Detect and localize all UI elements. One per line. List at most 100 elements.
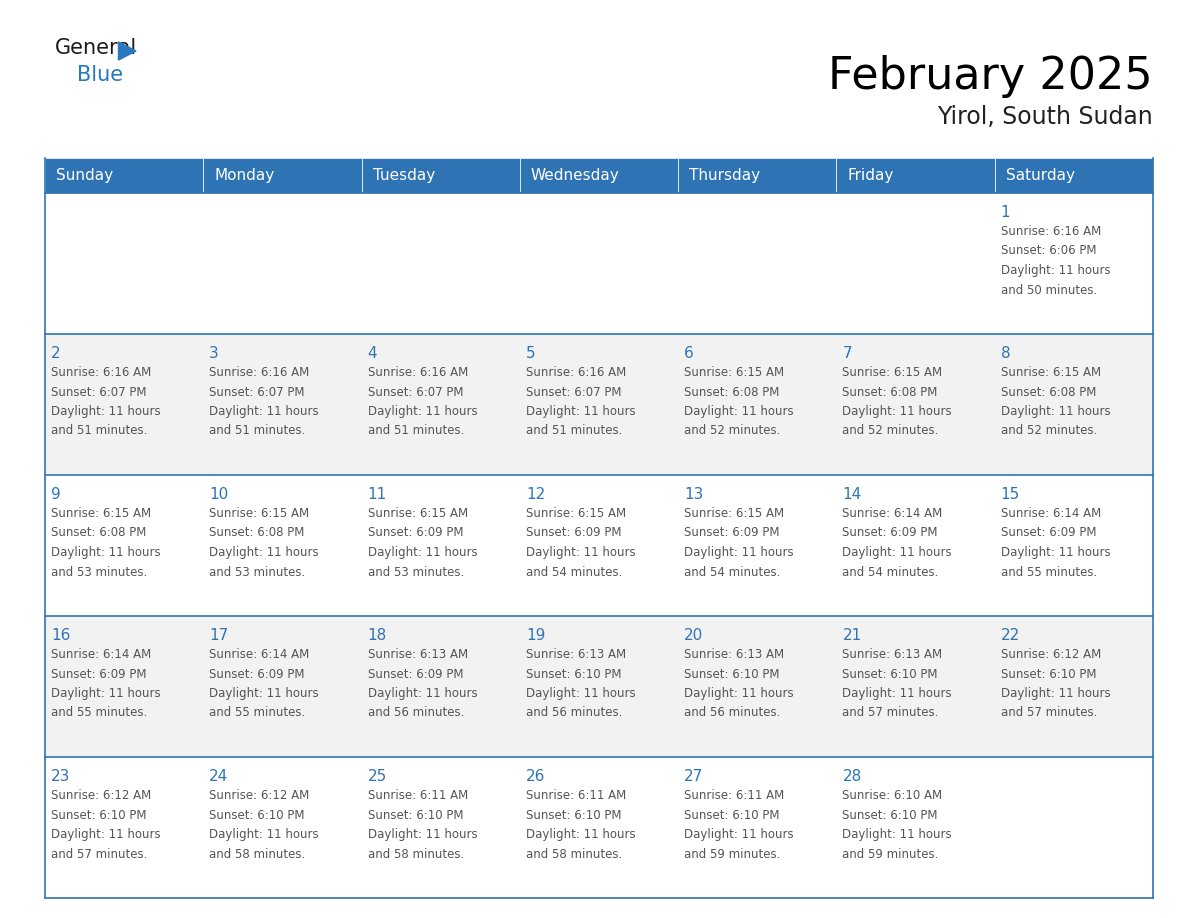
Text: Daylight: 11 hours: Daylight: 11 hours — [367, 687, 478, 700]
Text: 24: 24 — [209, 769, 228, 784]
Text: Sunrise: 6:12 AM: Sunrise: 6:12 AM — [209, 789, 310, 802]
Text: Sunset: 6:07 PM: Sunset: 6:07 PM — [209, 386, 305, 398]
Text: Daylight: 11 hours: Daylight: 11 hours — [367, 546, 478, 559]
Text: 21: 21 — [842, 628, 861, 643]
Text: 17: 17 — [209, 628, 228, 643]
Text: Sunset: 6:10 PM: Sunset: 6:10 PM — [367, 809, 463, 822]
Text: Sunset: 6:09 PM: Sunset: 6:09 PM — [209, 667, 305, 680]
Text: Sunset: 6:07 PM: Sunset: 6:07 PM — [51, 386, 146, 398]
Text: Sunrise: 6:11 AM: Sunrise: 6:11 AM — [684, 789, 784, 802]
Text: Daylight: 11 hours: Daylight: 11 hours — [209, 546, 318, 559]
Text: Daylight: 11 hours: Daylight: 11 hours — [842, 546, 952, 559]
Text: Daylight: 11 hours: Daylight: 11 hours — [209, 687, 318, 700]
Text: and 54 minutes.: and 54 minutes. — [526, 565, 623, 578]
Text: Sunrise: 6:11 AM: Sunrise: 6:11 AM — [526, 789, 626, 802]
Text: 2: 2 — [51, 346, 61, 361]
Bar — [520, 158, 678, 193]
Text: Daylight: 11 hours: Daylight: 11 hours — [51, 828, 160, 841]
Text: Daylight: 11 hours: Daylight: 11 hours — [51, 687, 160, 700]
Text: Sunrise: 6:16 AM: Sunrise: 6:16 AM — [209, 366, 310, 379]
Text: and 58 minutes.: and 58 minutes. — [367, 847, 463, 860]
Text: Daylight: 11 hours: Daylight: 11 hours — [684, 405, 794, 418]
Text: Sunset: 6:08 PM: Sunset: 6:08 PM — [684, 386, 779, 398]
Text: Daylight: 11 hours: Daylight: 11 hours — [684, 828, 794, 841]
Text: Tuesday: Tuesday — [373, 168, 435, 183]
Text: Sunset: 6:10 PM: Sunset: 6:10 PM — [1000, 667, 1097, 680]
Text: Daylight: 11 hours: Daylight: 11 hours — [367, 405, 478, 418]
Text: Sunrise: 6:15 AM: Sunrise: 6:15 AM — [684, 507, 784, 520]
Text: Sunrise: 6:15 AM: Sunrise: 6:15 AM — [1000, 366, 1101, 379]
Text: Sunrise: 6:14 AM: Sunrise: 6:14 AM — [1000, 507, 1101, 520]
Text: Sunset: 6:08 PM: Sunset: 6:08 PM — [51, 527, 146, 540]
Text: and 52 minutes.: and 52 minutes. — [684, 424, 781, 438]
Text: Daylight: 11 hours: Daylight: 11 hours — [1000, 546, 1111, 559]
Text: 5: 5 — [526, 346, 536, 361]
Text: 8: 8 — [1000, 346, 1010, 361]
Text: and 59 minutes.: and 59 minutes. — [684, 847, 781, 860]
Text: Sunrise: 6:15 AM: Sunrise: 6:15 AM — [684, 366, 784, 379]
Text: and 54 minutes.: and 54 minutes. — [684, 565, 781, 578]
Text: Sunset: 6:08 PM: Sunset: 6:08 PM — [842, 386, 937, 398]
Text: Sunset: 6:10 PM: Sunset: 6:10 PM — [684, 809, 779, 822]
Text: 7: 7 — [842, 346, 852, 361]
Text: and 57 minutes.: and 57 minutes. — [1000, 707, 1097, 720]
Text: Sunrise: 6:10 AM: Sunrise: 6:10 AM — [842, 789, 942, 802]
Text: 22: 22 — [1000, 628, 1020, 643]
Text: Sunrise: 6:13 AM: Sunrise: 6:13 AM — [684, 648, 784, 661]
Text: and 56 minutes.: and 56 minutes. — [526, 707, 623, 720]
Text: Thursday: Thursday — [689, 168, 760, 183]
Text: Sunrise: 6:15 AM: Sunrise: 6:15 AM — [51, 507, 151, 520]
Text: Sunrise: 6:12 AM: Sunrise: 6:12 AM — [1000, 648, 1101, 661]
Text: Sunset: 6:09 PM: Sunset: 6:09 PM — [367, 527, 463, 540]
Text: 12: 12 — [526, 487, 545, 502]
Text: and 56 minutes.: and 56 minutes. — [684, 707, 781, 720]
Text: and 57 minutes.: and 57 minutes. — [842, 707, 939, 720]
Text: 10: 10 — [209, 487, 228, 502]
Text: and 51 minutes.: and 51 minutes. — [209, 424, 305, 438]
Text: Sunrise: 6:14 AM: Sunrise: 6:14 AM — [209, 648, 310, 661]
Text: Daylight: 11 hours: Daylight: 11 hours — [51, 546, 160, 559]
Text: Sunset: 6:09 PM: Sunset: 6:09 PM — [367, 667, 463, 680]
Text: 15: 15 — [1000, 487, 1020, 502]
Text: Sunrise: 6:14 AM: Sunrise: 6:14 AM — [51, 648, 151, 661]
Text: 19: 19 — [526, 628, 545, 643]
Text: Daylight: 11 hours: Daylight: 11 hours — [1000, 687, 1111, 700]
Text: and 53 minutes.: and 53 minutes. — [367, 565, 463, 578]
Text: Sunrise: 6:15 AM: Sunrise: 6:15 AM — [209, 507, 309, 520]
Text: 3: 3 — [209, 346, 219, 361]
Bar — [994, 158, 1154, 193]
Text: and 55 minutes.: and 55 minutes. — [1000, 565, 1097, 578]
Text: and 51 minutes.: and 51 minutes. — [526, 424, 623, 438]
Text: Monday: Monday — [214, 168, 274, 183]
Text: 26: 26 — [526, 769, 545, 784]
Text: and 57 minutes.: and 57 minutes. — [51, 847, 147, 860]
Text: 1: 1 — [1000, 205, 1010, 220]
Text: and 51 minutes.: and 51 minutes. — [51, 424, 147, 438]
Text: Sunrise: 6:13 AM: Sunrise: 6:13 AM — [367, 648, 468, 661]
Bar — [45, 475, 1154, 616]
Text: Daylight: 11 hours: Daylight: 11 hours — [51, 405, 160, 418]
Text: Sunset: 6:10 PM: Sunset: 6:10 PM — [842, 667, 939, 680]
Text: Sunset: 6:09 PM: Sunset: 6:09 PM — [684, 527, 779, 540]
Text: and 54 minutes.: and 54 minutes. — [842, 565, 939, 578]
Text: Daylight: 11 hours: Daylight: 11 hours — [367, 828, 478, 841]
Text: Sunset: 6:08 PM: Sunset: 6:08 PM — [1000, 386, 1097, 398]
Text: Sunset: 6:10 PM: Sunset: 6:10 PM — [209, 809, 305, 822]
Text: Sunset: 6:09 PM: Sunset: 6:09 PM — [526, 527, 621, 540]
Text: Sunrise: 6:14 AM: Sunrise: 6:14 AM — [842, 507, 943, 520]
Text: Daylight: 11 hours: Daylight: 11 hours — [684, 546, 794, 559]
Text: and 53 minutes.: and 53 minutes. — [51, 565, 147, 578]
Text: Friday: Friday — [847, 168, 893, 183]
Text: Sunrise: 6:15 AM: Sunrise: 6:15 AM — [842, 366, 942, 379]
Text: 25: 25 — [367, 769, 387, 784]
Text: 9: 9 — [51, 487, 61, 502]
Bar — [45, 334, 1154, 475]
Text: Daylight: 11 hours: Daylight: 11 hours — [526, 828, 636, 841]
Text: 14: 14 — [842, 487, 861, 502]
Text: Sunset: 6:06 PM: Sunset: 6:06 PM — [1000, 244, 1097, 258]
Text: Sunrise: 6:11 AM: Sunrise: 6:11 AM — [367, 789, 468, 802]
Text: and 55 minutes.: and 55 minutes. — [209, 707, 305, 720]
Text: Sunset: 6:07 PM: Sunset: 6:07 PM — [367, 386, 463, 398]
Text: and 58 minutes.: and 58 minutes. — [209, 847, 305, 860]
Bar — [45, 193, 1154, 334]
